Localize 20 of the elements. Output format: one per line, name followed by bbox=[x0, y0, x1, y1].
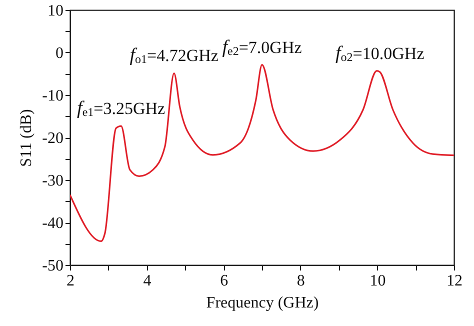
annotation: f$_{o1}$=4.72GHz bbox=[130, 45, 218, 66]
y-tick-label: -20 bbox=[42, 130, 64, 147]
y-tick-label: -10 bbox=[42, 88, 64, 104]
x-axis-title: Frequency (GHz) bbox=[206, 294, 319, 312]
annotation: f$_{e1}$=3.25GHz bbox=[77, 98, 166, 120]
x-tick-label: 2 bbox=[66, 272, 74, 290]
y-tick-label: -30 bbox=[42, 172, 64, 190]
x-tick-label: 10 bbox=[370, 272, 386, 290]
y-tick-label: 10 bbox=[48, 2, 64, 20]
y-axis-title: S11 (dB) bbox=[18, 109, 36, 167]
line-series bbox=[70, 64, 454, 242]
y-tick-label: -40 bbox=[42, 215, 64, 232]
x-tick-label: 8 bbox=[296, 272, 305, 290]
x-tick-label: 6 bbox=[220, 272, 228, 290]
y-tick-label: -50 bbox=[42, 258, 64, 274]
annotation: f$_{e2}$=7.0GHz bbox=[222, 36, 302, 58]
x-tick-label: 4 bbox=[143, 272, 152, 290]
x-tick-label: 12 bbox=[446, 272, 462, 290]
annotation: f$_{o2}$=10.0GHz bbox=[336, 42, 424, 64]
y-tick-label: 0 bbox=[56, 45, 64, 62]
